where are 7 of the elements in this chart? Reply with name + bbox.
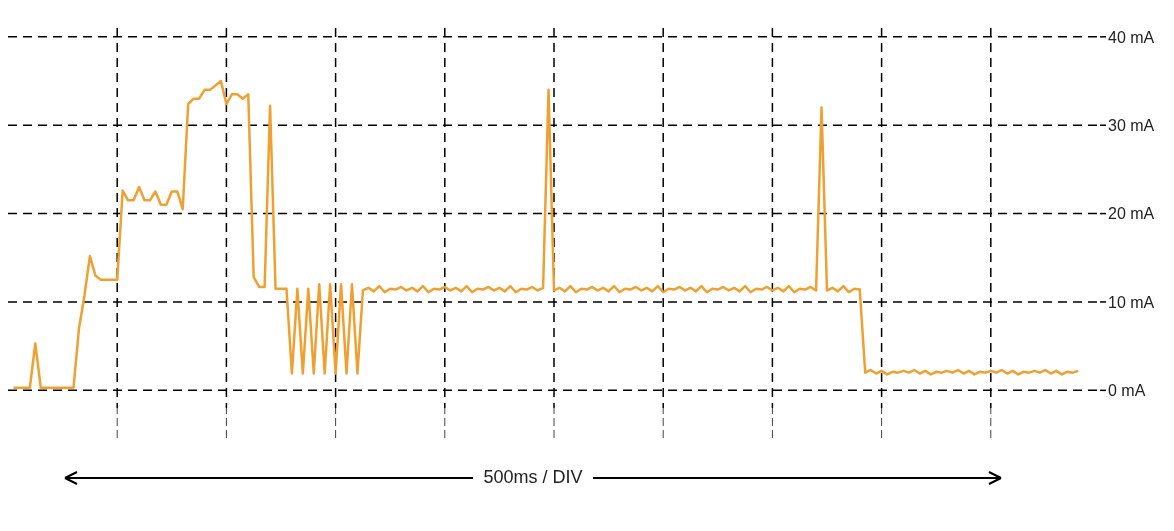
y-tick-label: 30 mA [1108, 116, 1155, 134]
x-axis-title: 500ms / DIV [473, 467, 593, 487]
y-tick-label: 10 mA [1108, 293, 1155, 311]
y-tick-label: 20 mA [1108, 205, 1155, 223]
y-tick-label: 40 mA [1108, 28, 1155, 46]
line-series [12, 79, 1080, 389]
y-tick-label: 0 mA [1108, 382, 1146, 400]
